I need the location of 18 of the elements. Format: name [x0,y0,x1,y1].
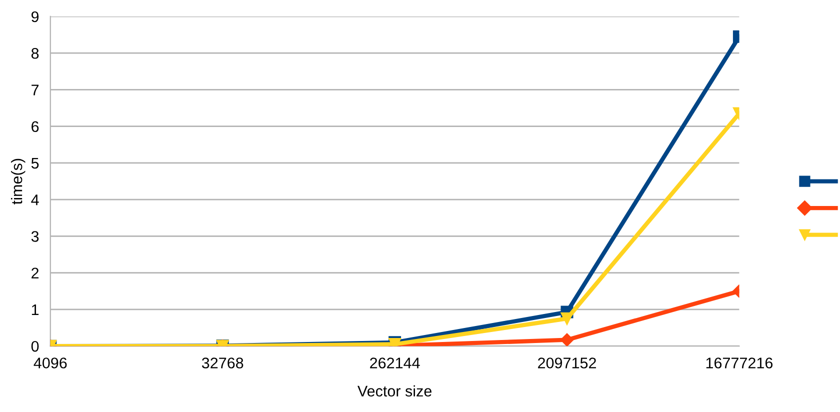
x-tick-label: 32768 [202,358,244,368]
x-tick-label: 2097152 [538,358,596,368]
x-tick-label: 262144 [370,358,420,368]
y-tick-label: 2 [32,268,39,278]
x-tick-label: 16777216 [706,358,773,368]
point [560,312,574,325]
y-axis-title: time(s) [10,158,26,204]
y-tick-label: 8 [31,48,39,59]
y-tick-label: 1 [32,304,39,315]
y-tick-label: 5 [31,158,39,169]
x-axis-title: Vector size [358,385,432,397]
y-tick-label: 4 [31,194,39,206]
y-tick-label: 6 [32,121,39,132]
y-tick-label: 7 [32,84,39,96]
x-tick-label: 4096 [34,358,67,368]
y-tick-label: 0 [31,340,39,352]
y-tick-label: 3 [31,231,39,242]
y-tick-label: 9 [32,11,39,22]
